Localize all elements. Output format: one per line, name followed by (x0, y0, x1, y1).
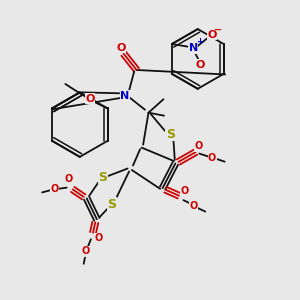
Text: O: O (51, 184, 59, 194)
Text: O: O (82, 246, 90, 256)
Text: +: + (196, 38, 203, 46)
Text: O: O (181, 186, 189, 196)
Text: −: − (214, 25, 223, 35)
Text: O: O (195, 60, 205, 70)
Text: O: O (95, 233, 103, 243)
Text: O: O (194, 141, 203, 151)
Text: O: O (208, 153, 216, 163)
Text: O: O (207, 30, 217, 40)
Text: N: N (189, 44, 198, 53)
Text: S: S (166, 128, 175, 141)
Text: S: S (107, 198, 116, 211)
Text: S: S (98, 171, 107, 184)
Text: N: N (120, 91, 129, 101)
Text: O: O (116, 43, 125, 53)
Text: O: O (65, 174, 73, 184)
Text: O: O (85, 94, 94, 104)
Text: O: O (190, 201, 198, 211)
